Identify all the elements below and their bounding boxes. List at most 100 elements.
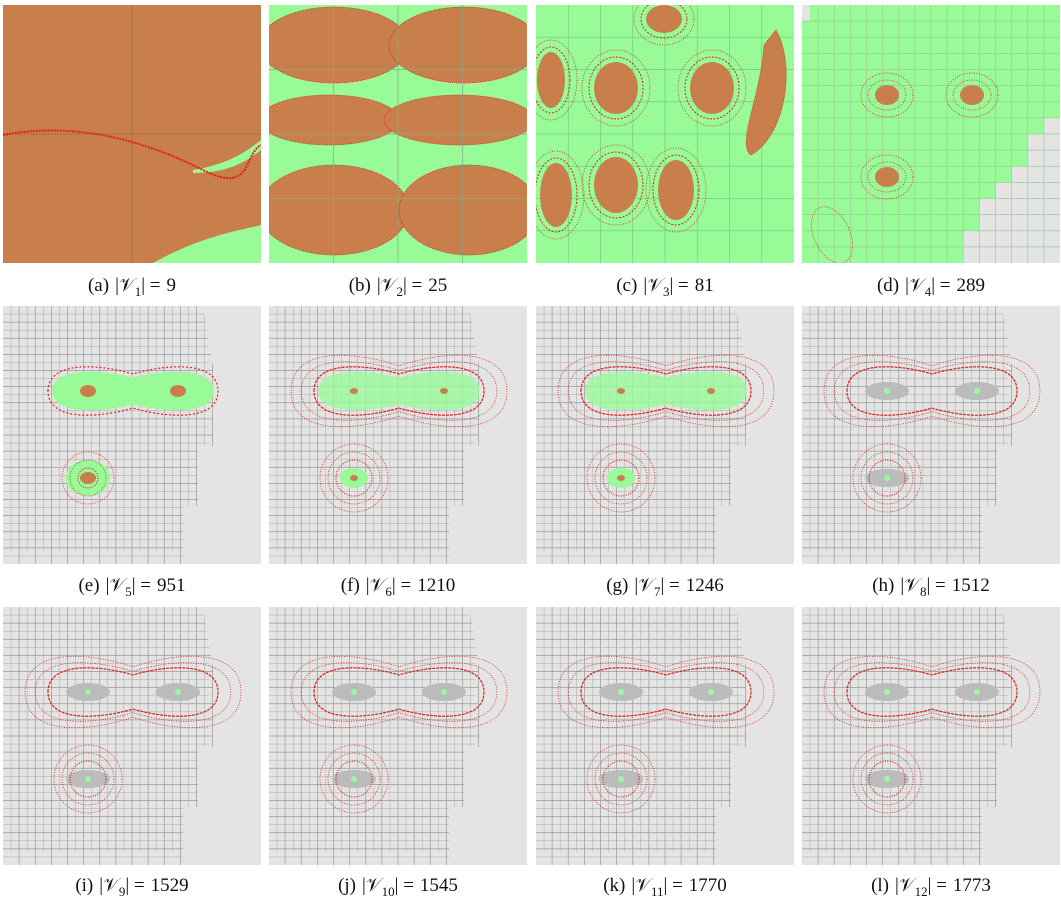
contour (945, 72, 999, 118)
contour (580, 366, 752, 416)
contour (823, 354, 1041, 428)
region (690, 62, 734, 114)
contour (61, 752, 115, 806)
contour (581, 49, 651, 127)
contour (633, 5, 695, 46)
region (85, 689, 91, 695)
contour (867, 161, 907, 193)
region (884, 388, 890, 394)
caption-set: |𝒱 (631, 875, 654, 896)
region (398, 164, 527, 256)
panel-image (3, 607, 261, 865)
region (318, 371, 480, 411)
region (707, 388, 715, 394)
region (618, 689, 624, 695)
caption-index: 12 (915, 884, 928, 899)
region (708, 689, 714, 695)
caption-label: (j) (338, 875, 356, 896)
contour (536, 46, 571, 114)
contour (47, 366, 219, 416)
region (441, 689, 447, 695)
region (802, 198, 980, 215)
contour (24, 655, 242, 729)
caption-label: (b) (349, 275, 371, 296)
caption-index: 6 (385, 584, 392, 599)
region (884, 776, 890, 782)
contour (34, 662, 232, 722)
contour (290, 655, 508, 729)
region (884, 689, 890, 695)
contour (645, 147, 707, 233)
region (449, 306, 527, 564)
contour (602, 459, 640, 497)
caption-count: 289 (957, 275, 986, 296)
caption-index: 8 (920, 584, 927, 599)
contour (557, 354, 775, 428)
region (183, 306, 261, 564)
caption-relation: | = (141, 275, 160, 296)
contour (580, 667, 752, 717)
region (269, 94, 400, 146)
caption-index: 10 (382, 884, 395, 899)
panel-image (269, 306, 527, 564)
contour (852, 744, 922, 814)
contour (313, 366, 485, 416)
contour (846, 366, 1018, 416)
caption: (b) |𝒱2| = 25 (349, 275, 448, 299)
caption: (i) |𝒱9| = 1529 (75, 875, 188, 899)
caption-count: 1210 (417, 575, 455, 596)
region (960, 85, 984, 105)
contour (290, 354, 508, 428)
contour (594, 451, 648, 505)
caption-count: 81 (695, 275, 714, 296)
caption: (j) |𝒱10| = 1545 (338, 875, 458, 899)
caption-set: |𝒱 (377, 275, 400, 296)
region (80, 385, 96, 397)
contour (3, 129, 261, 179)
contour (581, 144, 651, 226)
region (440, 388, 448, 394)
caption-label: (k) (603, 875, 625, 896)
region (52, 371, 214, 411)
contour (602, 760, 640, 798)
panel-image (3, 5, 261, 263)
contour (69, 760, 107, 798)
caption-label: (d) (877, 275, 899, 296)
region (646, 5, 682, 33)
contour (536, 39, 578, 121)
region (594, 157, 638, 213)
region (351, 689, 357, 695)
caption-label: (h) (872, 575, 894, 596)
panel-image (269, 607, 527, 865)
contour (335, 760, 373, 798)
region (617, 475, 625, 481)
panel-image (536, 306, 794, 564)
region (618, 776, 624, 782)
caption-relation: | = (928, 875, 947, 896)
caption-index: 3 (663, 284, 670, 299)
caption-count: 1770 (689, 875, 727, 896)
region (982, 607, 1060, 865)
contour (640, 5, 688, 39)
contour (586, 744, 656, 814)
caption: (h) |𝒱8| = 1512 (872, 575, 990, 599)
contour (594, 752, 648, 806)
contour (860, 752, 914, 806)
region (716, 306, 794, 564)
region (982, 306, 1060, 564)
contour (47, 667, 219, 717)
contour (61, 451, 115, 505)
contour (823, 655, 1041, 729)
region (802, 214, 980, 231)
panel-image (802, 5, 1060, 263)
contour (586, 443, 656, 513)
contour (313, 667, 485, 717)
caption-count: 1545 (420, 875, 458, 896)
region (802, 5, 811, 22)
panel-image (269, 5, 527, 263)
region (875, 167, 899, 187)
contour (588, 56, 644, 120)
caption-set: |𝒱 (900, 575, 923, 596)
contour (684, 56, 740, 120)
